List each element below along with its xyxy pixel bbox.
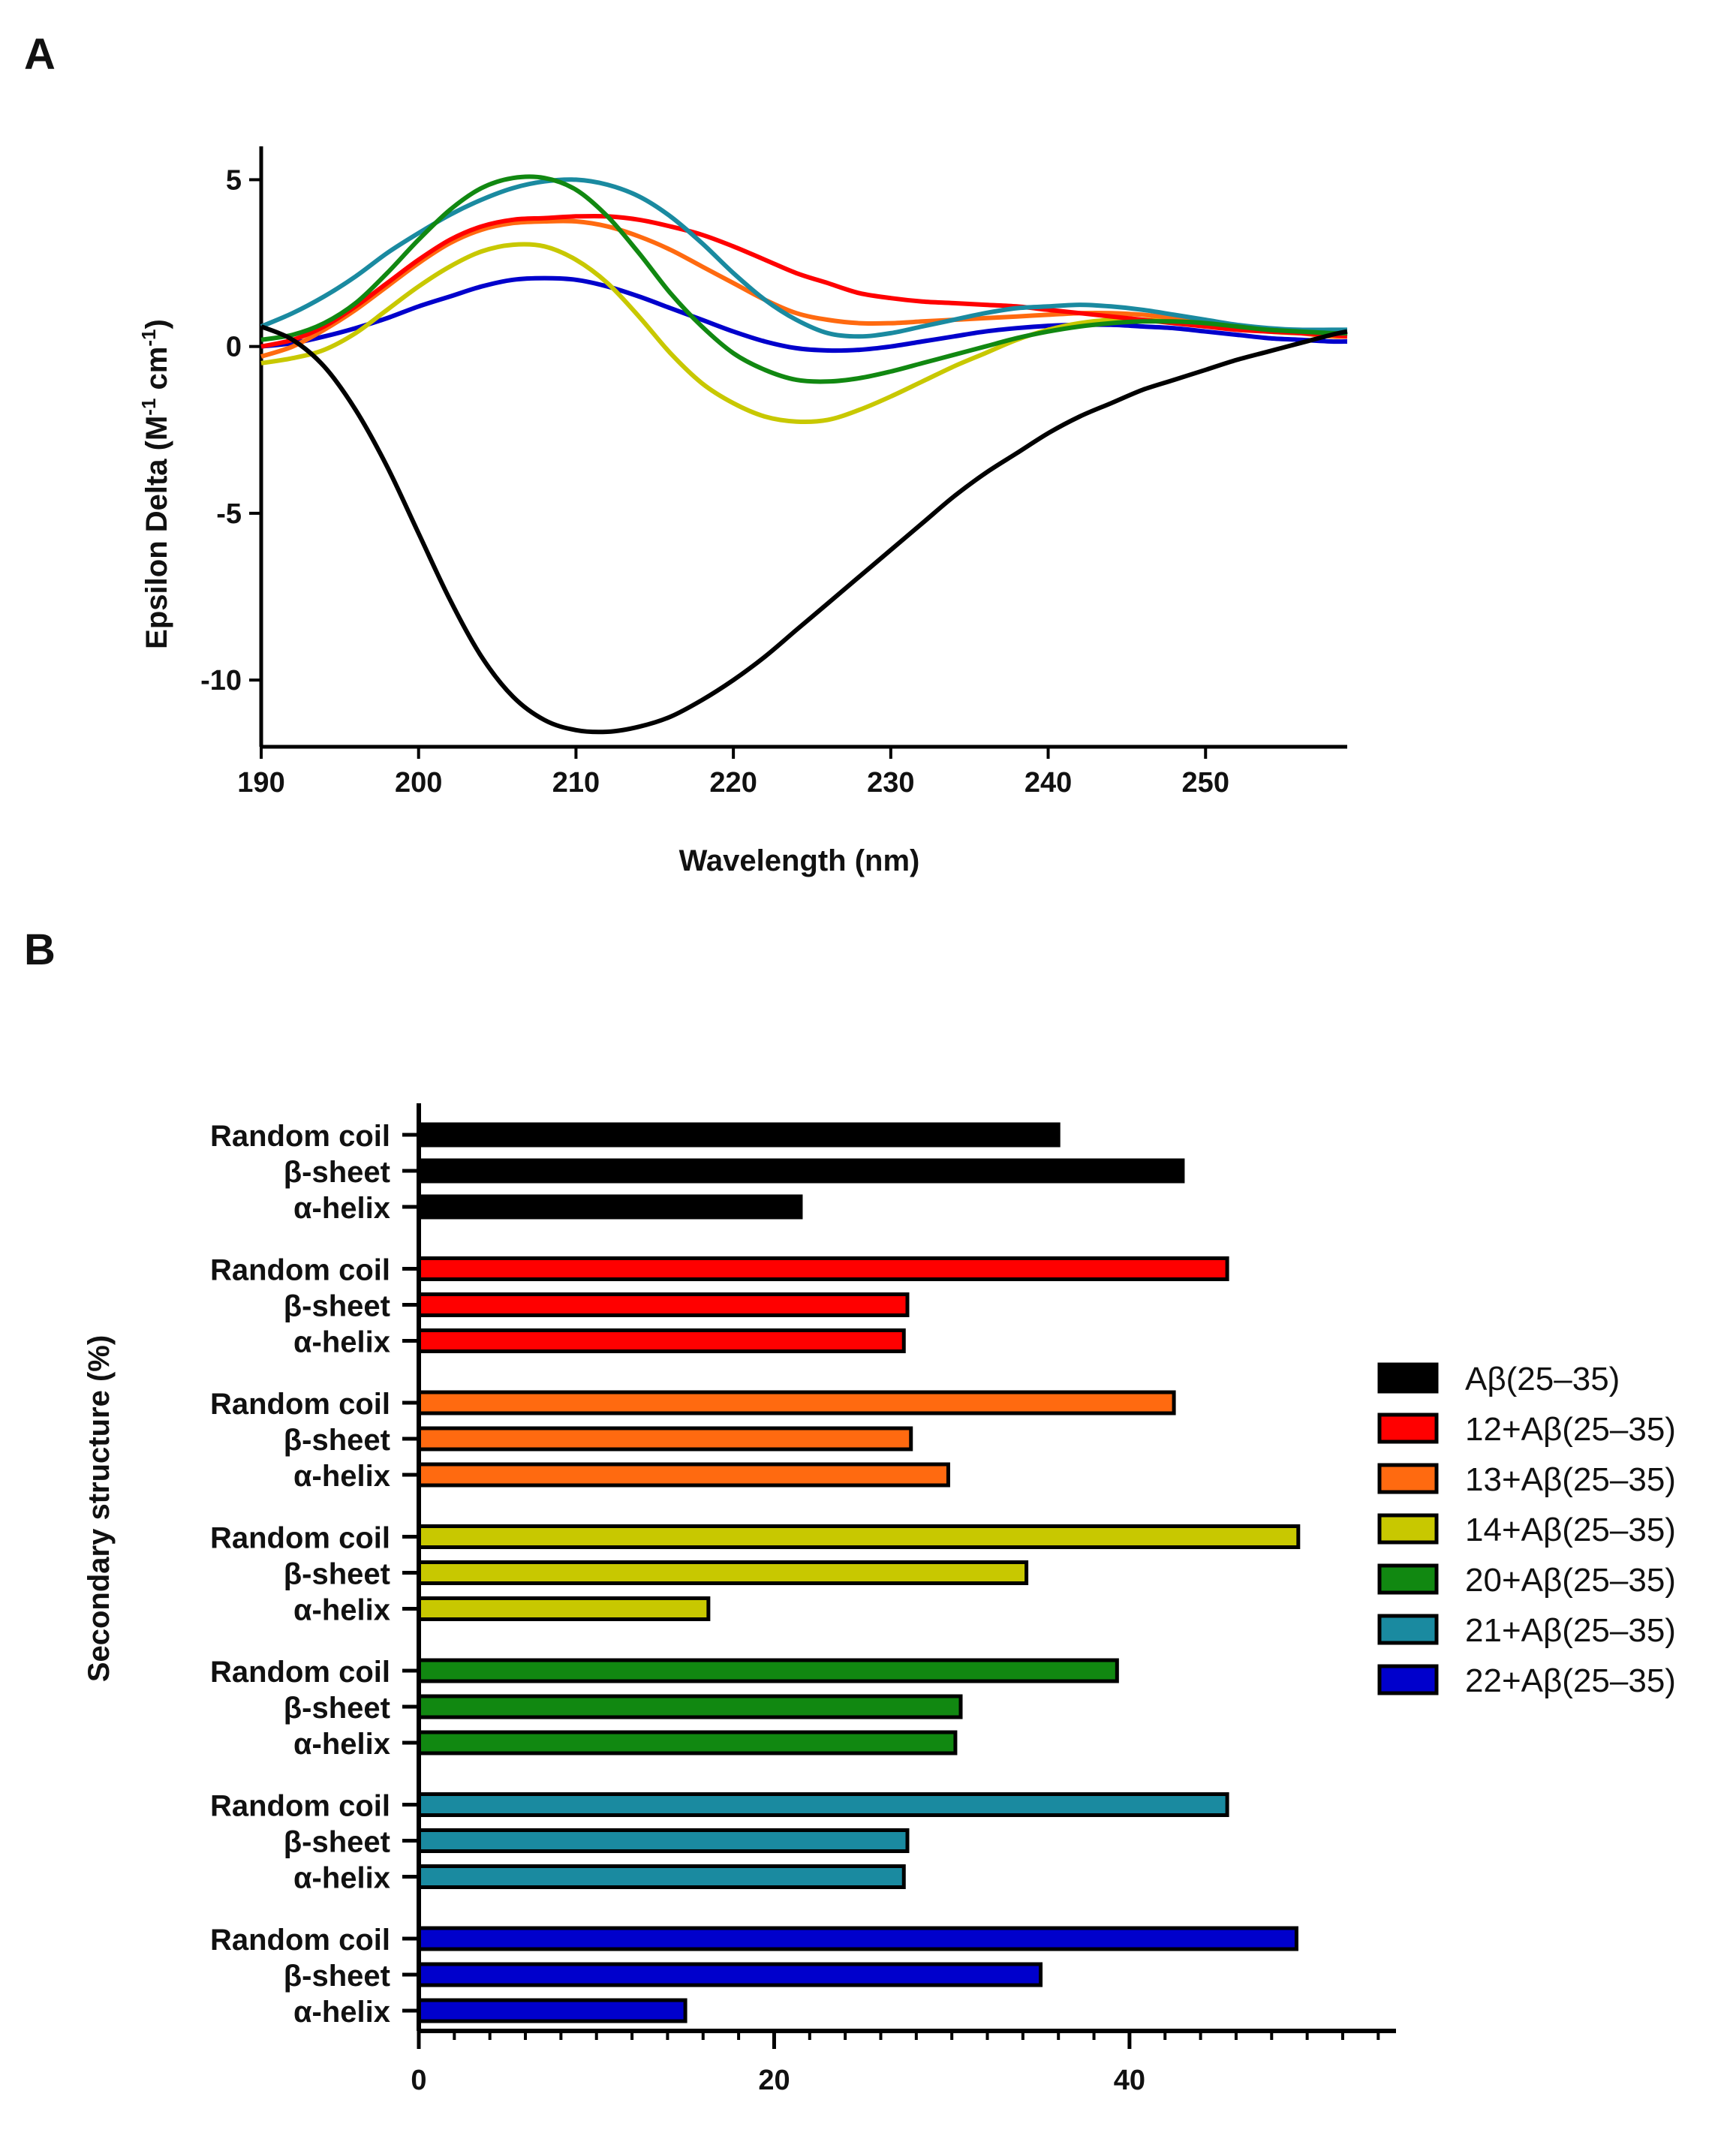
cd-series-line-5 <box>260 177 1347 339</box>
bar-0-2 <box>417 1194 803 1220</box>
legend-label: 13+Aβ(25–35) <box>1465 1461 1676 1498</box>
structure-x-tick-label: 20 <box>758 2065 790 2096</box>
bar-4-0 <box>417 1658 1119 1683</box>
bar-2-2 <box>417 1462 950 1488</box>
chart-legend: Aβ(25–35) 12+Aβ(25–35) 13+Aβ(25–35) 14+Aβ(2… <box>1377 1361 1676 1699</box>
cd-series-line-3 <box>260 242 1347 425</box>
category-label: Random coil <box>210 1522 390 1555</box>
category-label: β-sheet <box>284 1290 390 1323</box>
cd-y-axis-title: Epsilon Delta (M-1 cm-1) <box>137 319 173 649</box>
bar-3-0 <box>417 1524 1301 1549</box>
structure-x-tick-label: 0 <box>411 2065 426 2096</box>
bar-5-2 <box>417 1864 906 1889</box>
legend-swatch <box>1377 1614 1439 1645</box>
panel-label-b: B <box>24 925 56 974</box>
cd-x-tick-label: 230 <box>867 767 914 799</box>
category-label: Random coil <box>210 1656 390 1689</box>
legend-label: 21+Aβ(25–35) <box>1465 1612 1676 1649</box>
category-label: β-sheet <box>284 1424 390 1457</box>
cd-y-tick-label: 5 <box>226 164 242 196</box>
legend-label: 12+Aβ(25–35) <box>1465 1411 1676 1448</box>
bar-4-1 <box>417 1694 963 1719</box>
cd-series-line-4 <box>260 174 1348 384</box>
bar-6-0 <box>417 1926 1298 1951</box>
cd-x-tick-label: 200 <box>395 767 442 799</box>
legend-label: 22+Aβ(25–35) <box>1465 1662 1676 1699</box>
category-label: Random coil <box>210 1924 390 1957</box>
bar-4-2 <box>417 1730 958 1755</box>
bar-3-1 <box>417 1560 1029 1585</box>
category-label: α-helix <box>293 1192 390 1225</box>
cd-chart-axes: 190 200 210 220 230 240 250 5 0 -5 -10 <box>200 146 1347 799</box>
bar-5-0 <box>417 1792 1229 1817</box>
category-label: β-sheet <box>284 1156 390 1189</box>
bar-0-0 <box>417 1122 1061 1148</box>
category-label: α-helix <box>293 1996 390 2029</box>
cd-spectrum-chart: 190 200 210 220 230 240 250 5 0 -5 -10 Wavelength … <box>137 146 1348 877</box>
cd-series-line-0 <box>260 324 1348 735</box>
legend-swatch <box>1377 1513 1439 1545</box>
bar-1-1 <box>417 1292 910 1317</box>
cd-y-tick-label: -5 <box>216 498 242 530</box>
bar-2-1 <box>417 1426 913 1452</box>
category-label: β-sheet <box>284 1826 390 1859</box>
category-label: Random coil <box>210 1388 390 1421</box>
category-label: Random coil <box>210 1120 390 1153</box>
panel-label-a: A <box>24 30 56 79</box>
category-label: β-sheet <box>284 1558 390 1591</box>
category-label: Random coil <box>210 1790 390 1823</box>
legend-swatch <box>1377 1563 1439 1595</box>
structure-bars <box>417 1122 1301 2023</box>
category-label: α-helix <box>293 1728 390 1761</box>
legend-swatch <box>1377 1362 1439 1394</box>
cd-series-line-2 <box>260 218 1348 359</box>
cd-x-tick-label: 250 <box>1182 767 1229 799</box>
bar-3-2 <box>417 1596 711 1621</box>
bar-1-0 <box>417 1256 1229 1281</box>
cd-x-tick-label: 210 <box>552 767 600 799</box>
structure-y-axis-title: Secondary structure (%) <box>83 1335 116 1682</box>
bar-5-1 <box>417 1828 910 1853</box>
cd-chart-series <box>260 174 1348 735</box>
cd-y-tick-label: -10 <box>200 665 242 696</box>
cd-series-line-6 <box>260 275 1348 353</box>
cd-x-tick-label: 240 <box>1024 767 1072 799</box>
category-label: α-helix <box>293 1594 390 1627</box>
cd-x-tick-label: 190 <box>237 767 284 799</box>
category-label: α-helix <box>293 1460 390 1493</box>
cd-x-axis-title: Wavelength (nm) <box>679 844 920 877</box>
legend-label: 20+Aβ(25–35) <box>1465 1562 1676 1599</box>
category-label: Random coil <box>210 1254 390 1287</box>
bar-6-1 <box>417 1962 1043 1987</box>
structure-x-tick-label: 40 <box>1114 2065 1145 2096</box>
legend-swatch <box>1377 1412 1439 1444</box>
bar-1-2 <box>417 1328 906 1353</box>
legend-label: Aβ(25–35) <box>1465 1361 1620 1397</box>
cd-x-tick-label: 220 <box>709 767 757 799</box>
category-label: α-helix <box>293 1326 390 1359</box>
category-label: α-helix <box>293 1862 390 1895</box>
bar-2-0 <box>417 1390 1176 1415</box>
bar-0-1 <box>417 1158 1185 1184</box>
cd-y-tick-label: 0 <box>226 332 242 363</box>
category-label: β-sheet <box>284 1960 390 1993</box>
legend-label: 14+Aβ(25–35) <box>1465 1512 1676 1548</box>
legend-swatch <box>1377 1664 1439 1695</box>
legend-swatch <box>1377 1463 1439 1494</box>
bar-6-2 <box>417 1998 687 2023</box>
category-label: β-sheet <box>284 1692 390 1725</box>
